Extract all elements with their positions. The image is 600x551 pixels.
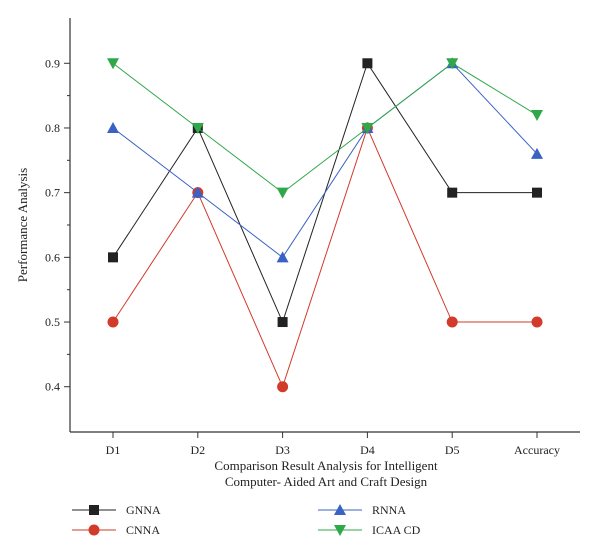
legend-marker [334,504,346,515]
data-point [277,381,289,393]
data-point [107,121,119,133]
series-icaa-cd [107,58,543,199]
data-point [531,147,543,159]
series-line [112,126,537,389]
legend-label: RNNA [372,503,406,517]
legend-marker [89,505,99,515]
legend-label: ICAA CD [372,523,421,537]
legend-item: RNNA [318,503,406,517]
data-point [191,186,204,198]
data-point [107,58,119,70]
legend-item: GNNA [72,503,161,517]
legend-marker [334,525,346,536]
data-point [276,187,289,199]
legend: GNNA CNNA RNNA ICAA CD [72,503,421,537]
legend-item: CNNA [72,523,160,537]
data-point [447,187,458,198]
x-axis-title-line-2: Computer- Aided Art and Craft Design [225,474,428,489]
data-point [531,316,543,328]
x-tick-label: D4 [360,443,375,457]
x-tick-label: D2 [190,443,205,457]
x-tick-label: D1 [106,443,121,457]
series-line [112,62,538,259]
legend-label: CNNA [126,523,160,537]
data-point [276,251,289,263]
y-tick-label: 0.5 [45,315,60,329]
x-ticks: D1 D2 D3 D4 D5 Accuracy [106,432,560,457]
legend-label: GNNA [126,503,161,517]
legend-item: ICAA CD [318,523,421,537]
data-point [446,58,459,70]
x-axis-title-line-1: Comparison Result Analysis for Intellige… [214,458,438,473]
series-line [112,62,538,194]
y-tick-label: 0.7 [45,186,60,200]
y-axis-title: Performance Analysis [15,168,30,282]
data-point [531,110,543,122]
series-group [107,57,543,393]
data-point [361,122,374,134]
x-tick-label: D5 [445,443,460,457]
y-tick-label: 0.9 [45,56,60,70]
data-point [107,316,119,328]
legend-marker [88,524,100,536]
x-tick-label: D3 [275,443,290,457]
axes [69,18,580,433]
data-point [446,316,458,328]
data-point [108,252,118,263]
data-point [362,58,373,69]
y-ticks: 0.4 0.5 0.6 0.7 0.8 0.9 [45,56,70,394]
y-tick-label: 0.8 [45,121,60,135]
y-tick-label: 0.6 [45,250,60,264]
x-tick-label: Accuracy [514,443,560,457]
data-point [532,187,542,198]
series-cnna [107,122,543,393]
y-tick-label: 0.4 [45,380,60,394]
data-point [277,317,288,328]
data-point [191,122,204,134]
